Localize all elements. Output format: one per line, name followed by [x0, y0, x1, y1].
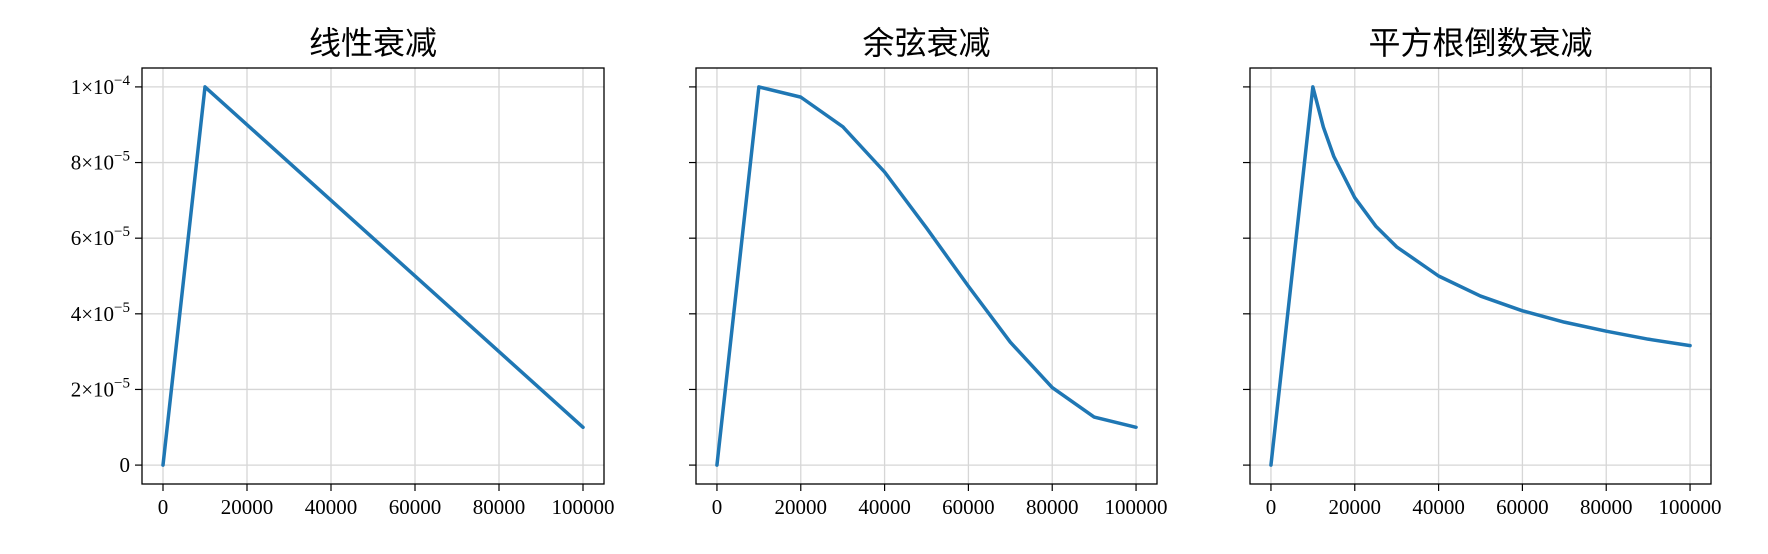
chart-panel: 0 20000 40000 60000 80000 100000 余弦衰减 [689, 24, 1168, 519]
x-tick-label: 20000 [221, 495, 274, 519]
x-tick-label: 80000 [1026, 495, 1079, 519]
plot-frame [141, 67, 605, 485]
chart-title: 余弦衰减 [862, 24, 990, 62]
chart-panel: 0 20000 40000 60000 80000 100000 0 2×10−5 4×10−5… [71, 24, 615, 519]
x-tick-label: 20000 [775, 495, 828, 519]
x-tick-label: 100000 [1659, 495, 1722, 519]
x-tick-label: 100000 [1105, 495, 1168, 519]
x-tick-label: 60000 [942, 495, 995, 519]
x-tick-label: 20000 [1329, 495, 1382, 519]
x-tick-label: 0 [158, 495, 169, 519]
x-tick-label: 40000 [858, 495, 911, 519]
chart-panel: 0 20000 40000 60000 80000 100000 平方根倒数衰减 [1243, 24, 1722, 519]
chart-title: 线性衰减 [309, 24, 437, 62]
x-tick-label: 80000 [473, 495, 526, 519]
x-tick-label: 60000 [1496, 495, 1549, 519]
x-tick-label: 0 [712, 495, 723, 519]
plot-frame [695, 67, 1158, 485]
plot-frame [1249, 67, 1712, 485]
x-tick-label: 80000 [1580, 495, 1633, 519]
x-tick-label: 40000 [1412, 495, 1465, 519]
series-line [715, 85, 1138, 467]
y-tick-label: 4×10−5 [71, 300, 130, 326]
y-tick-label: 2×10−5 [71, 375, 130, 401]
y-tick-label: 1×10−4 [71, 73, 131, 99]
series-line [161, 85, 585, 467]
y-tick-label: 6×10−5 [71, 224, 130, 250]
x-tick-label: 0 [1266, 495, 1277, 519]
chart-title: 平方根倒数衰减 [1368, 24, 1592, 62]
y-tick-label: 8×10−5 [71, 149, 130, 175]
y-tick-label: 0 [120, 453, 131, 477]
series-line [1269, 85, 1692, 467]
x-tick-label: 40000 [305, 495, 358, 519]
x-tick-label: 100000 [552, 495, 615, 519]
x-tick-label: 60000 [389, 495, 442, 519]
